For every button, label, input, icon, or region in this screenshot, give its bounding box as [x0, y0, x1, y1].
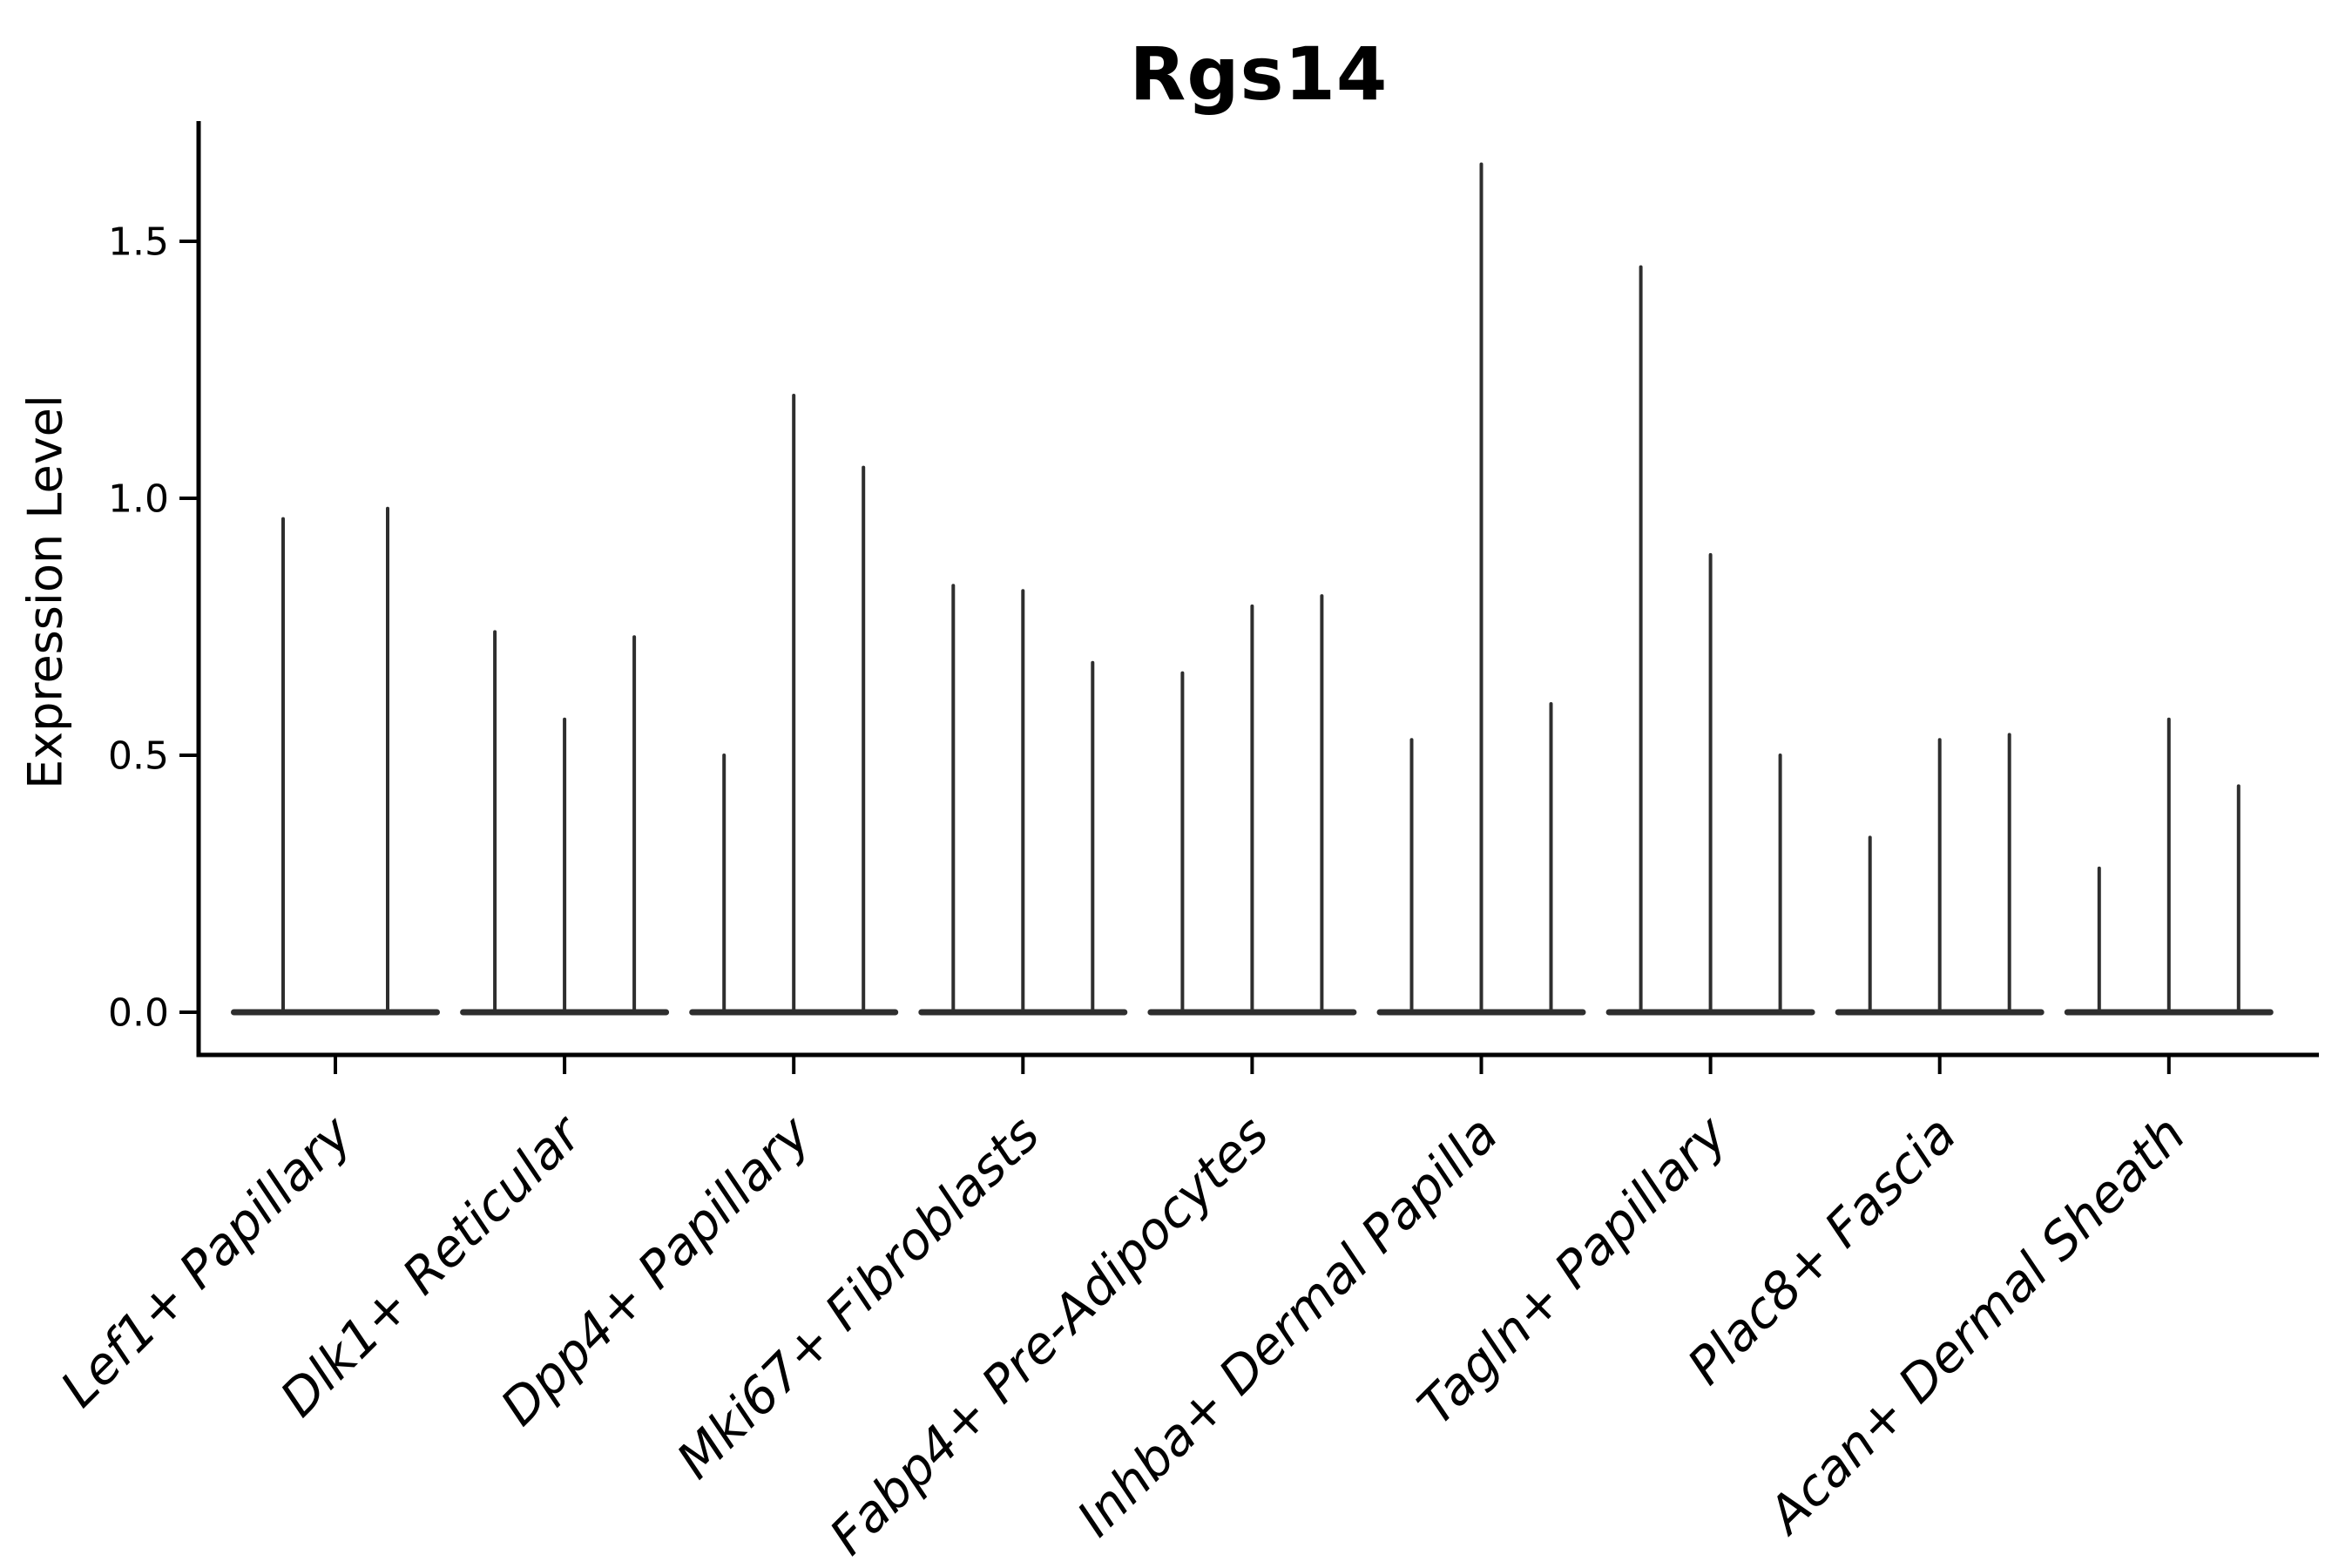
y-tick-label: 1.5: [108, 220, 169, 264]
y-tick-label: 0.0: [108, 990, 169, 1035]
y-tick-label: 0.5: [108, 733, 169, 778]
x-tick-label: Acan+ Dermal Sheath: [1754, 1105, 2197, 1547]
violin-baseline: [231, 1009, 440, 1016]
x-tick-label: Inhba+ Dermal Papilla: [1065, 1105, 1509, 1548]
y-tick-label: 1.0: [108, 476, 169, 521]
x-tick-label: Fabp4+ Pre-Adipocytes: [818, 1105, 1280, 1566]
chart-title: Rgs14: [1129, 31, 1389, 117]
